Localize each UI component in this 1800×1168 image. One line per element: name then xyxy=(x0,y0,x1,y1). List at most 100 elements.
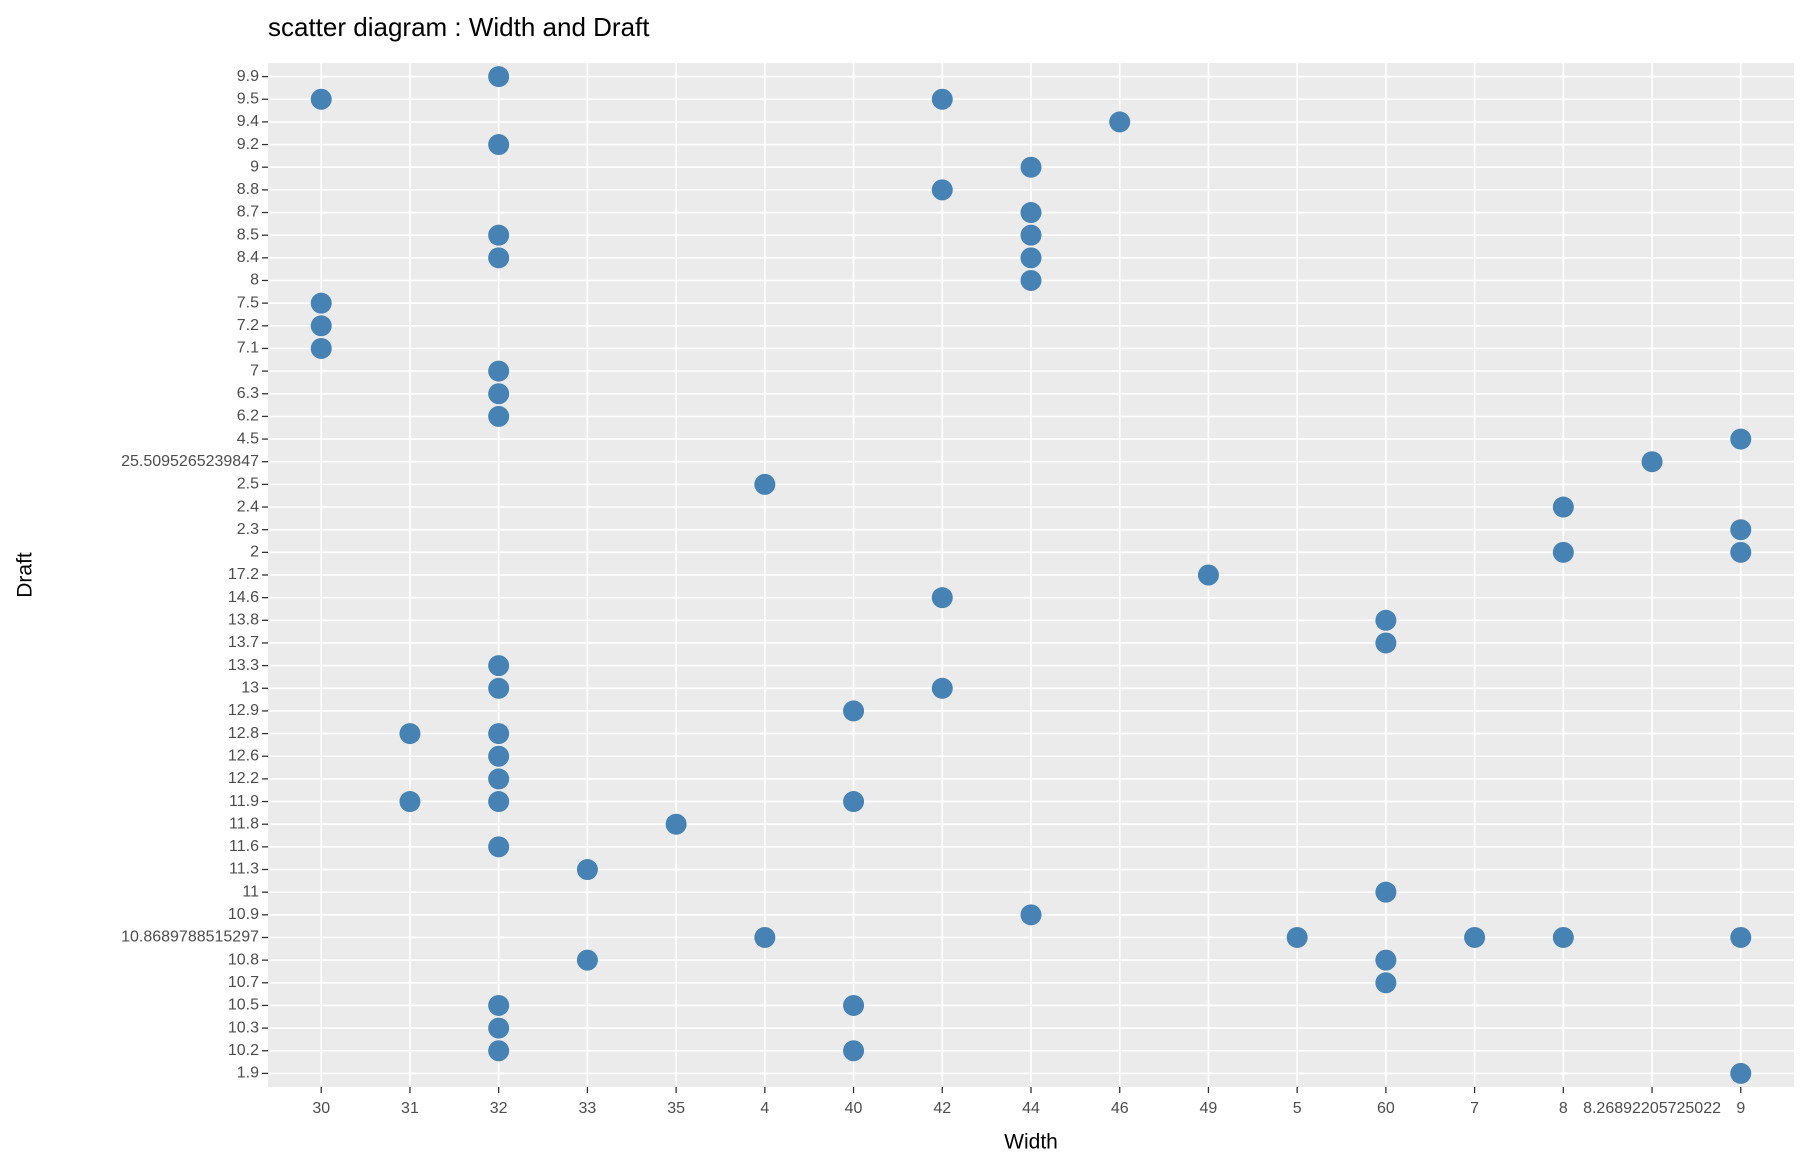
point xyxy=(488,791,510,813)
y-tick-label: 14.6 xyxy=(228,589,259,606)
y-tick-label: 12.2 xyxy=(228,770,259,787)
y-axis-title: Draft xyxy=(14,552,37,598)
x-tick-label: 60 xyxy=(1377,1100,1395,1117)
y-tick-label: 10.3 xyxy=(228,1019,259,1036)
point xyxy=(1464,926,1486,948)
y-tick-label: 10.9 xyxy=(228,906,259,923)
point xyxy=(665,813,687,835)
y-tick-label: 8.8 xyxy=(237,181,259,198)
y-tick-label: 11 xyxy=(242,883,259,900)
y-tick-label: 6.3 xyxy=(237,385,259,402)
point xyxy=(310,292,332,314)
point xyxy=(843,791,865,813)
x-tick-label: 33 xyxy=(578,1100,596,1117)
point xyxy=(488,994,510,1016)
point xyxy=(1020,156,1042,178)
x-tick-label: 42 xyxy=(933,1100,951,1117)
x-tick-label: 44 xyxy=(1022,1100,1040,1117)
point xyxy=(488,1017,510,1039)
point xyxy=(488,360,510,382)
point xyxy=(1730,1062,1752,1084)
point xyxy=(576,859,598,881)
x-tick-label: 32 xyxy=(490,1100,508,1117)
point xyxy=(488,745,510,767)
point xyxy=(1020,224,1042,246)
point xyxy=(488,405,510,427)
y-tick-label: 10.5 xyxy=(228,997,259,1014)
x-tick-label: 9 xyxy=(1736,1100,1745,1117)
point xyxy=(843,994,865,1016)
y-tick-label: 8.7 xyxy=(237,204,259,221)
y-tick-label: 12.8 xyxy=(228,725,259,742)
y-tick-label: 10.2 xyxy=(228,1042,259,1059)
y-tick-label: 13.8 xyxy=(228,612,259,629)
y-tick-label: 10.7 xyxy=(228,974,259,991)
point xyxy=(754,926,776,948)
x-axis-title: Width xyxy=(1004,1131,1058,1154)
point xyxy=(1730,926,1752,948)
point xyxy=(488,383,510,405)
y-tick-label: 12.9 xyxy=(228,702,259,719)
point xyxy=(931,88,953,110)
point xyxy=(488,655,510,677)
y-tick-label: 2.3 xyxy=(237,521,259,538)
x-tick-label: 8 xyxy=(1559,1100,1568,1117)
point xyxy=(1375,632,1397,654)
y-tick-label: 13 xyxy=(241,679,259,696)
x-tick-label: 5 xyxy=(1293,1100,1302,1117)
point xyxy=(488,134,510,156)
point xyxy=(1197,564,1219,586)
point xyxy=(843,700,865,722)
y-tick-label: 13.7 xyxy=(228,634,259,651)
y-tick-label: 2.5 xyxy=(237,476,259,493)
point xyxy=(1552,541,1574,563)
point xyxy=(1020,904,1042,926)
y-tick-label: 11.9 xyxy=(229,793,259,810)
y-tick-label: 6.2 xyxy=(237,408,259,425)
point xyxy=(310,88,332,110)
x-tick-label: 7 xyxy=(1470,1100,1479,1117)
x-tick-label: 30 xyxy=(312,1100,330,1117)
point xyxy=(1552,496,1574,518)
y-tick-label: 1.9 xyxy=(237,1065,259,1082)
y-tick-label: 8.5 xyxy=(237,226,259,243)
chart-title: scatter diagram : Width and Draft xyxy=(268,12,650,42)
point xyxy=(1375,972,1397,994)
point xyxy=(1020,247,1042,269)
point xyxy=(843,1040,865,1062)
point xyxy=(1020,202,1042,224)
point xyxy=(931,677,953,699)
point xyxy=(310,315,332,337)
y-tick-label: 25.5095265239847 xyxy=(121,453,259,470)
point xyxy=(1020,269,1042,291)
y-tick-label: 9 xyxy=(250,158,259,175)
y-tick-label: 2 xyxy=(250,544,259,561)
y-tick-label: 13.3 xyxy=(228,657,259,674)
point xyxy=(488,66,510,88)
y-tick-label: 7.1 xyxy=(237,340,259,357)
y-tick-label: 9.4 xyxy=(237,113,259,130)
point xyxy=(488,1040,510,1062)
point xyxy=(488,247,510,269)
point xyxy=(399,723,421,745)
y-tick-label: 11.8 xyxy=(229,815,259,832)
point xyxy=(1641,451,1663,473)
x-tick-label: 40 xyxy=(845,1100,863,1117)
point xyxy=(488,224,510,246)
point xyxy=(1552,926,1574,948)
point xyxy=(931,587,953,609)
y-tick-label: 10.8 xyxy=(228,951,259,968)
point xyxy=(931,179,953,201)
point xyxy=(1286,926,1308,948)
point xyxy=(754,473,776,495)
point xyxy=(1730,541,1752,563)
point xyxy=(1375,609,1397,631)
point xyxy=(1375,881,1397,903)
x-tick-label: 31 xyxy=(401,1100,419,1117)
point xyxy=(488,677,510,699)
y-tick-label: 11.6 xyxy=(229,838,259,855)
point xyxy=(576,949,598,971)
point xyxy=(488,768,510,790)
